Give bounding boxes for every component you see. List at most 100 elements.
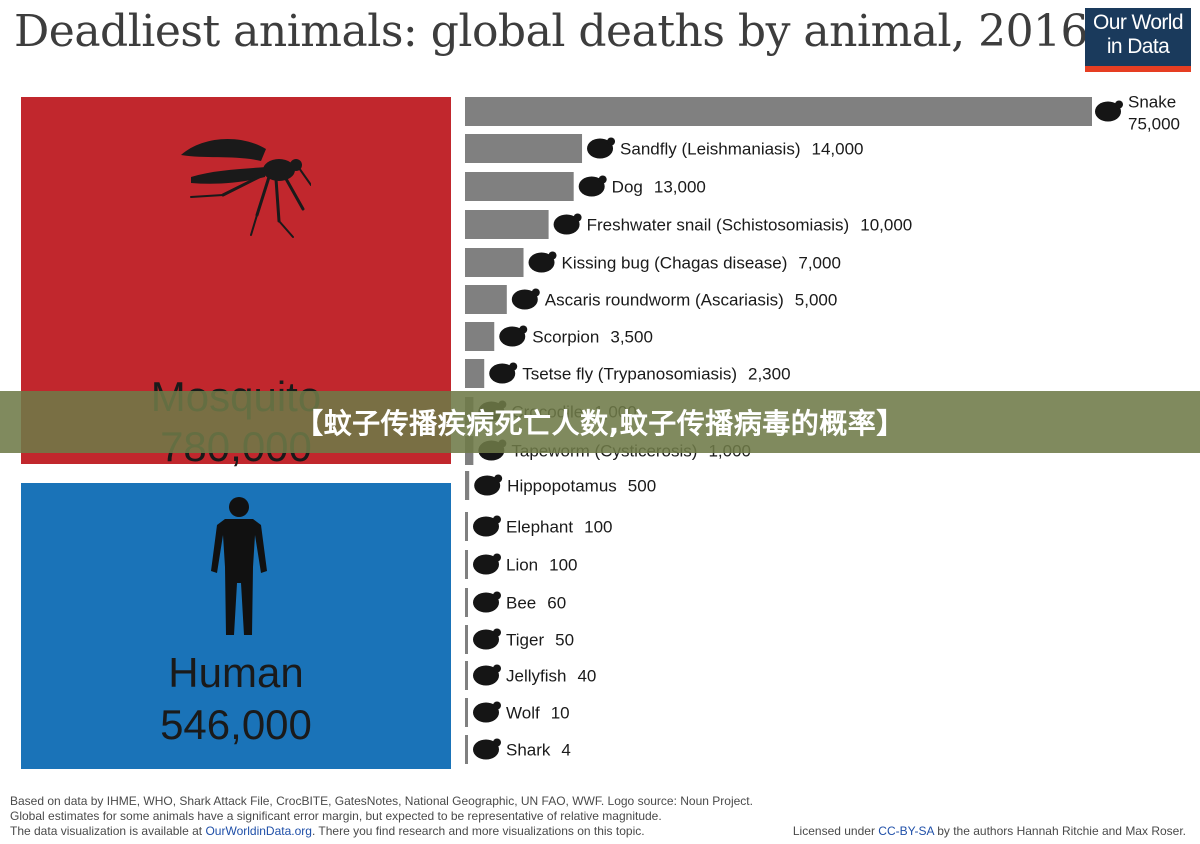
license-link[interactable]: CC-BY-SA [878, 824, 934, 838]
elephant-icon [473, 515, 501, 537]
snail-icon [553, 213, 582, 235]
bar-label: Elephant [506, 518, 573, 537]
value-label: 14,000 [812, 140, 864, 159]
roundworm-icon [511, 288, 540, 310]
value-label: 4 [561, 741, 570, 760]
license-note: Licensed under CC-BY-SA by the authors H… [793, 824, 1186, 839]
value-label: 100 [549, 556, 577, 575]
value-label: 3,500 [610, 328, 653, 347]
value-label: 2,300 [748, 365, 791, 384]
overlay-banner: 【蚊子传播疾病死亡人数,蚊子传播病毒的概率】 [0, 391, 1200, 453]
bar [465, 359, 485, 388]
bar-label: Sandfly (Leishmaniasis) [620, 140, 800, 159]
owid-link[interactable]: OurWorldinData.org [205, 824, 312, 838]
value-label: 5,000 [795, 291, 838, 310]
bar [465, 134, 583, 163]
bar [465, 285, 507, 314]
hippopotamus-icon [474, 474, 503, 496]
bar-annotation: Ascaris roundworm (Ascariasis) 5,000 [545, 291, 838, 310]
bar-chart: Snake 75,000 Sandfly (Leishmaniasis) 14,000… [465, 93, 1180, 764]
bar-annotation: Scorpion 3,500 [532, 328, 653, 347]
value-label: 10 [551, 704, 570, 723]
bar [465, 625, 468, 654]
bar [465, 210, 549, 239]
logo-line-2: in Data [1106, 35, 1170, 58]
value-label: 60 [547, 594, 566, 613]
dog-icon [578, 175, 607, 197]
bar-label: Lion [506, 556, 538, 575]
bar-annotation: Hippopotamus 500 [507, 477, 656, 496]
bar-label: Hippopotamus [507, 477, 617, 496]
bar-annotation: Dog 13,000 [612, 178, 706, 197]
human-icon [211, 497, 267, 635]
bar [465, 248, 524, 277]
bar-label: Tiger [506, 631, 544, 650]
availability-text: The data visualization is available at [10, 824, 206, 838]
bar-label: Wolf [506, 704, 540, 723]
bar-label: Ascaris roundworm (Ascariasis) [545, 291, 784, 310]
bar [465, 698, 468, 727]
bar [465, 512, 468, 541]
bar-label: Snake [1128, 93, 1176, 112]
value-label: 50 [555, 631, 574, 650]
snake-icon [1095, 100, 1123, 122]
human-panel: Human 546,000 [21, 483, 451, 769]
chart-title: Deadliest animals: global deaths by anim… [14, 6, 1089, 57]
bar-annotation: Bee 60 [506, 594, 566, 613]
bar-annotation: Lion 100 [506, 556, 578, 575]
tsetse-fly-icon [489, 362, 518, 384]
source-note: Based on data by IHME, WHO, Shark Attack… [10, 794, 753, 808]
bar-label: Kissing bug (Chagas disease) [562, 254, 788, 273]
bar-annotation: Shark 4 [506, 741, 571, 760]
jellyfish-icon [473, 664, 501, 686]
value-label: 40 [577, 667, 596, 686]
bar [465, 322, 495, 351]
bar-label: Freshwater snail (Schistosomiasis) [587, 216, 850, 235]
bar [465, 97, 1092, 126]
human-label: Human [168, 649, 304, 696]
bar-label: Shark [506, 741, 551, 760]
bar [465, 172, 574, 201]
mosquito-icon [181, 138, 311, 238]
lion-icon [473, 553, 501, 575]
wolf-icon [473, 701, 501, 723]
bar-label: Scorpion [532, 328, 599, 347]
bar-annotation: Jellyfish 40 [506, 667, 596, 686]
license-authors: by the authors Hannah Ritchie and Max Ro… [933, 824, 1186, 838]
bar-annotation: Sandfly (Leishmaniasis) 14,000 [620, 140, 863, 159]
bee-icon [473, 591, 501, 613]
bar [465, 550, 468, 579]
value-label: 10,000 [860, 216, 912, 235]
availability-note: The data visualization is available at O… [10, 824, 753, 839]
human-value: 546,000 [160, 701, 312, 748]
value-label: 13,000 [654, 178, 706, 197]
bar-annotation: Tiger 50 [506, 631, 574, 650]
tiger-icon [473, 628, 501, 650]
bar-annotation: Freshwater snail (Schistosomiasis) 10,000 [587, 216, 913, 235]
value-label: 75,000 [1128, 115, 1180, 134]
bar [465, 735, 468, 764]
bar-annotation: Elephant 100 [506, 518, 613, 537]
kissing-bug-icon [528, 251, 557, 273]
owid-logo[interactable]: Our World in Data [1085, 8, 1191, 72]
bar-label: Jellyfish [506, 667, 566, 686]
bar-annotation: Kissing bug (Chagas disease) 7,000 [562, 254, 841, 273]
bar-annotation: Wolf 10 [506, 704, 570, 723]
value-label: 500 [628, 477, 656, 496]
sandfly-icon [587, 137, 616, 159]
logo-line-1: Our World [1093, 11, 1184, 34]
license-text: Licensed under [792, 824, 879, 838]
value-label: 7,000 [798, 254, 841, 273]
availability-text-end: . There you find research and more visua… [311, 824, 645, 838]
bar-label: Dog [612, 178, 643, 197]
bar-annotation: Tsetse fly (Trypanosomiasis) 2,300 [522, 365, 790, 384]
bar [465, 471, 470, 500]
bar [465, 661, 468, 690]
chart-footer: Based on data by IHME, WHO, Shark Attack… [10, 794, 753, 839]
bar [465, 588, 468, 617]
value-label: 100 [584, 518, 612, 537]
bar-label: Bee [506, 594, 536, 613]
bar-label: Tsetse fly (Trypanosomiasis) [522, 365, 737, 384]
shark-icon [473, 738, 501, 760]
banner-text: 【蚊子传播疾病死亡人数,蚊子传播病毒的概率】 [295, 407, 905, 440]
